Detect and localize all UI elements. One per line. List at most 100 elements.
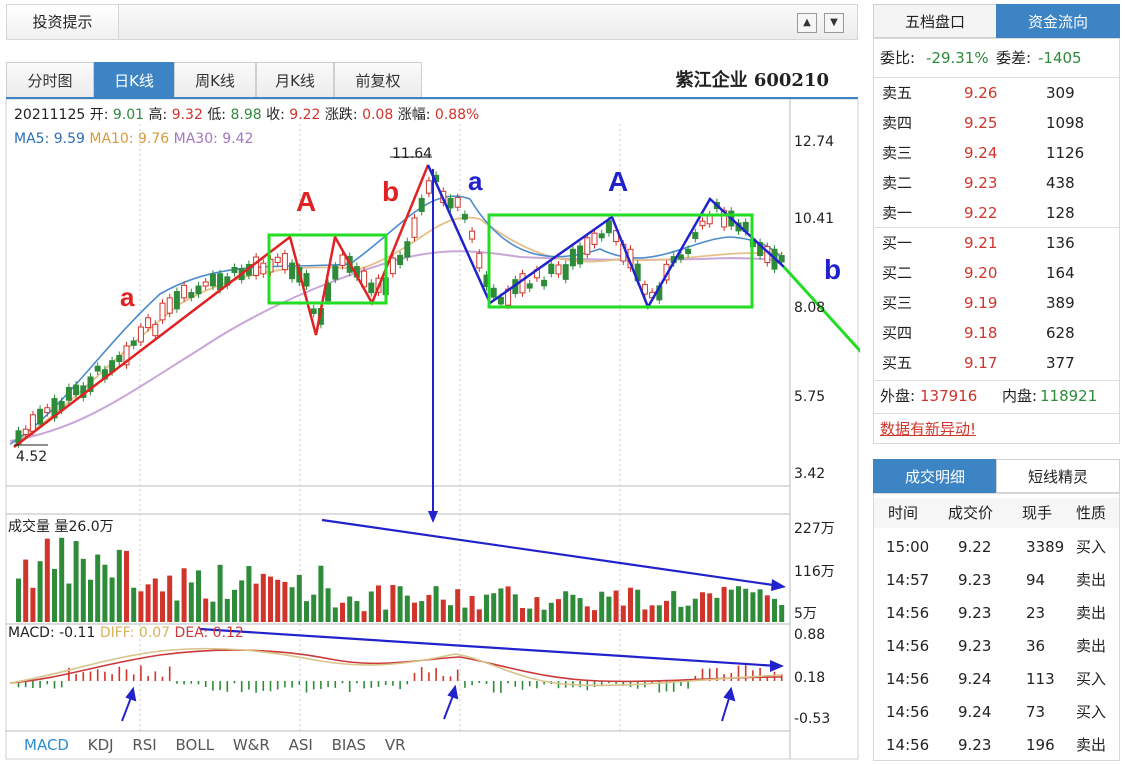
tab-trade-detail[interactable]: 成交明细	[873, 459, 997, 493]
tab-rsi[interactable]: RSI	[132, 736, 157, 754]
order-book-row: 买四 9.18 628	[874, 318, 1119, 348]
level-price: 9.21	[964, 234, 998, 252]
candle	[152, 323, 159, 337]
level-volume: 1098	[1046, 114, 1085, 132]
level-label: 卖五	[882, 84, 913, 102]
candle	[389, 257, 396, 275]
level-volume: 438	[1046, 174, 1075, 192]
volume-bar	[37, 561, 43, 622]
candle	[209, 273, 216, 287]
volume-bar	[764, 595, 770, 622]
volume-bar	[584, 606, 590, 622]
candle	[195, 285, 202, 295]
volume-bar	[476, 609, 482, 622]
trade-time: 14:57	[886, 571, 930, 589]
price-tick: 8.08	[794, 300, 826, 316]
volume-bar	[548, 602, 554, 622]
candle	[526, 283, 533, 289]
volume-bar	[728, 589, 734, 622]
tab-order-book[interactable]: 五档盘口	[873, 4, 997, 38]
volume-bar	[340, 602, 345, 622]
tab-daily-k[interactable]: 日K线	[94, 62, 174, 98]
trade-qty: 94	[1026, 571, 1046, 589]
tab-intraday[interactable]: 分时图	[6, 62, 94, 98]
candle	[73, 384, 80, 396]
tab-short-term[interactable]: 短线精灵	[996, 459, 1120, 493]
volume-bar	[354, 601, 360, 622]
volume-bar	[282, 581, 288, 622]
weibi-row: 委比: -29.31% 委差: -1405	[880, 49, 1082, 67]
volume-bar	[599, 591, 605, 622]
volume-bar	[685, 605, 691, 622]
volume-bar	[577, 598, 583, 622]
candle	[699, 220, 706, 227]
scroll-down-button[interactable]: ▼	[824, 13, 844, 33]
candle	[310, 308, 317, 314]
tab-monthly-k[interactable]: 月K线	[256, 62, 334, 98]
volume-bar	[656, 605, 662, 622]
candle	[22, 428, 29, 435]
tab-kdj[interactable]: KDJ	[87, 736, 114, 754]
volume-bar	[296, 574, 302, 622]
order-book-row: 卖四 9.25 1098	[874, 108, 1119, 138]
candle	[598, 233, 605, 239]
tab-asi[interactable]: ASI	[288, 736, 313, 754]
level-price: 9.25	[964, 114, 998, 132]
candle	[685, 248, 692, 255]
ma-legend: MA5: 9.59 MA10: 9.76 MA30: 9.42	[14, 131, 254, 147]
candle	[454, 197, 461, 208]
level-label: 买四	[882, 324, 913, 342]
scroll-up-button[interactable]: ▲	[797, 13, 817, 33]
volume-bar	[491, 593, 497, 622]
alert-link[interactable]: 数据有新异动!	[880, 420, 977, 438]
volume-bar	[534, 597, 540, 622]
tab-forward-adjust[interactable]: 前复权	[334, 62, 422, 98]
volume-bar	[138, 591, 144, 622]
panel-title: 投资提示	[7, 5, 119, 39]
level-volume: 1126	[1046, 144, 1085, 162]
volume-bar	[678, 606, 684, 622]
level-label: 卖二	[882, 174, 913, 192]
tab-weekly-k[interactable]: 周K线	[174, 62, 256, 98]
volume-bar	[368, 591, 374, 622]
volume-bar	[412, 602, 417, 622]
tab-fund-flow[interactable]: 资金流向	[996, 4, 1120, 38]
macd-tick: 0.18	[794, 670, 826, 686]
outer-inner-row: 外盘: 137916 内盘: 118921	[874, 380, 1119, 410]
trade-price: 9.23	[958, 736, 992, 754]
order-book-row: 买五 9.17 377	[874, 348, 1119, 378]
candle	[51, 398, 58, 419]
candle	[447, 197, 454, 209]
trade-row: 14:56 9.24 113 买入	[874, 664, 1119, 694]
tab-boll[interactable]: BOLL	[175, 736, 215, 754]
candle	[289, 262, 296, 280]
candle	[116, 355, 123, 363]
volume-bar	[498, 588, 504, 622]
volume-bar	[757, 589, 763, 622]
trade-row: 14:56 9.23 23 卖出	[874, 598, 1119, 628]
volume-bar	[347, 596, 353, 622]
stock-title: 紫江企业 600210	[675, 70, 829, 91]
level-volume: 389	[1046, 294, 1075, 312]
trade-qty: 113	[1026, 670, 1055, 688]
wave-label-b: b	[824, 254, 842, 285]
level-label: 买一	[882, 234, 913, 252]
level-price: 9.23	[964, 174, 998, 192]
candle	[166, 297, 173, 314]
candle	[202, 281, 209, 287]
tab-macd[interactable]: MACD	[24, 736, 69, 754]
trade-qty: 23	[1026, 604, 1046, 622]
candle	[260, 262, 267, 275]
tab-wr[interactable]: W&R	[232, 736, 270, 754]
macd-legend: MACD: -0.11 DIFF: 0.07 DEA: 0.12	[8, 625, 244, 641]
candle	[332, 265, 339, 280]
tab-vr[interactable]: VR	[384, 736, 406, 754]
volume-tick: 5万	[794, 606, 817, 622]
trade-price: 9.23	[958, 571, 992, 589]
volume-bar	[152, 578, 158, 622]
trade-type: 买入	[1076, 670, 1107, 688]
tab-bias[interactable]: BIAS	[331, 736, 367, 754]
trade-time: 14:56	[886, 637, 930, 655]
trade-row: 15:00 9.22 3389 买入	[874, 532, 1119, 562]
trade-time: 14:56	[886, 604, 930, 622]
